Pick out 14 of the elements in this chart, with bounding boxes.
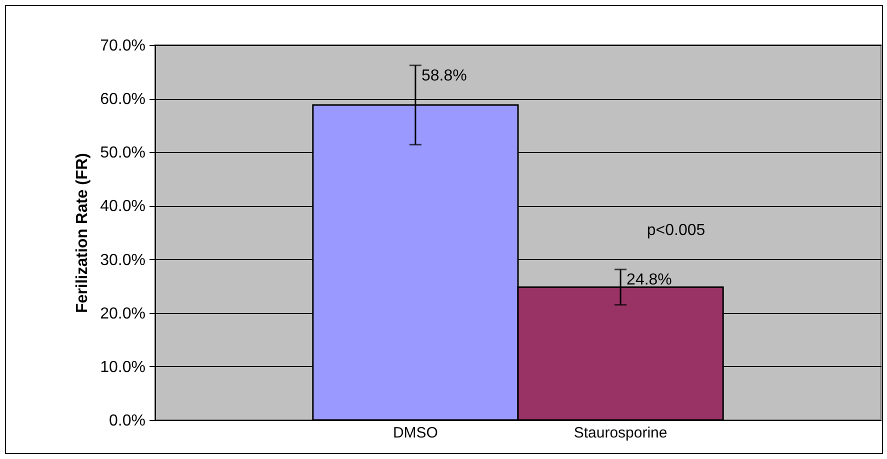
y-tick-label: 0.0%	[109, 412, 146, 430]
y-tick-label: 50.0%	[100, 144, 146, 162]
y-tick-label: 60.0%	[100, 91, 146, 108]
x-tick-label: Staurosporine	[574, 424, 668, 442]
x-tick-label: DMSO	[392, 424, 438, 442]
y-tick-label: 70.0%	[100, 38, 146, 54]
data-label: 24.8%	[626, 271, 672, 288]
y-tick-label: 30.0%	[100, 252, 146, 269]
y-tick-label: 40.0%	[100, 198, 146, 216]
y-axis-title: Ferilization Rate (FR)	[74, 152, 92, 314]
data-label: 58.8%	[421, 67, 467, 84]
y-tick-label: 20.0%	[100, 305, 146, 322]
annotation: p<0.005	[646, 222, 706, 239]
y-tick-label: 10.0%	[100, 358, 146, 376]
